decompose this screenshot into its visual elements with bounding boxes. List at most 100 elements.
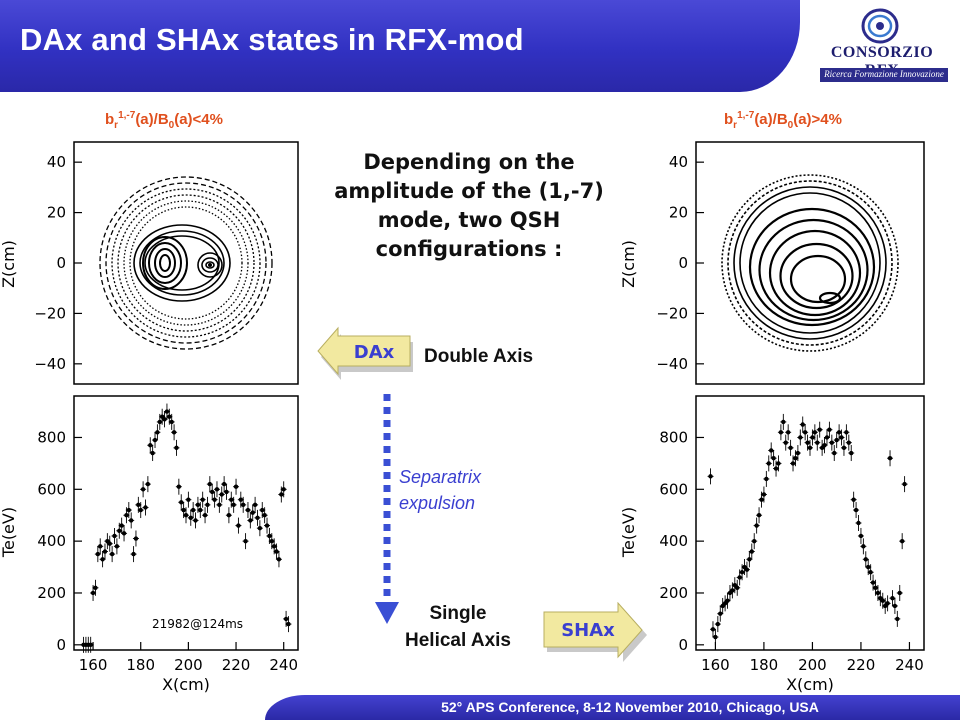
y-tick-label: −40 bbox=[656, 355, 688, 373]
flux-surface bbox=[129, 206, 243, 320]
te-point bbox=[844, 430, 849, 435]
te-point bbox=[193, 518, 198, 523]
single-axis-line-2: Helical Axis bbox=[405, 630, 511, 651]
te-point bbox=[117, 528, 122, 533]
te-point bbox=[212, 497, 217, 502]
te-point bbox=[834, 437, 839, 443]
te-point bbox=[892, 603, 898, 609]
contour-lines bbox=[99, 176, 273, 350]
footer-bar bbox=[265, 695, 960, 720]
te-point bbox=[885, 601, 890, 606]
data-points bbox=[707, 413, 908, 646]
te-point bbox=[224, 489, 229, 495]
te-point bbox=[839, 435, 844, 440]
te-point bbox=[150, 450, 155, 456]
flux-surface bbox=[739, 192, 881, 334]
te-point bbox=[747, 557, 752, 562]
y-tick-label: 40 bbox=[669, 153, 688, 171]
flux-surface bbox=[99, 176, 273, 350]
te-point bbox=[274, 549, 279, 554]
left-contour-plot: 40 20 0 −20 −40 Z(cm) bbox=[0, 141, 299, 385]
te-point bbox=[735, 585, 740, 590]
te-point bbox=[718, 611, 723, 616]
flux-surface bbox=[105, 182, 267, 344]
te-point bbox=[157, 419, 162, 425]
te-point bbox=[771, 456, 776, 461]
right-condition-label: br1,-7(a)/B0(a)>4% bbox=[724, 110, 842, 131]
te-point bbox=[264, 523, 270, 528]
y-tick-label: 800 bbox=[659, 428, 688, 446]
te-point bbox=[873, 585, 878, 590]
te-point bbox=[279, 492, 284, 497]
y-tick-label: 800 bbox=[37, 428, 66, 446]
te-point bbox=[243, 538, 248, 544]
te-point bbox=[870, 580, 876, 585]
te-point bbox=[226, 513, 232, 518]
y-tick-label: 200 bbox=[659, 584, 688, 602]
y-axis-label: Z(cm) bbox=[0, 240, 18, 288]
dax-arrow-label: DAx bbox=[354, 342, 395, 363]
te-point bbox=[179, 500, 184, 505]
logo-tagline-bg bbox=[820, 68, 948, 82]
te-point bbox=[171, 430, 177, 435]
te-point bbox=[136, 502, 141, 508]
plot-frame bbox=[695, 141, 925, 385]
te-point bbox=[858, 533, 864, 539]
island-surface bbox=[159, 254, 171, 272]
flux-surface bbox=[117, 194, 255, 332]
te-point bbox=[221, 481, 227, 487]
flux-surface bbox=[123, 200, 249, 326]
te-point bbox=[233, 484, 239, 489]
te-point bbox=[238, 497, 244, 502]
te-point bbox=[725, 598, 730, 603]
te-point bbox=[186, 497, 191, 502]
te-point bbox=[851, 497, 856, 502]
y-tick-label: 20 bbox=[47, 204, 66, 222]
flux-surface bbox=[768, 229, 862, 317]
flux-surface bbox=[144, 235, 220, 291]
y-tick-label: 40 bbox=[47, 153, 66, 171]
te-point bbox=[832, 450, 837, 456]
y-tick-label: 200 bbox=[37, 584, 66, 602]
te-point bbox=[121, 531, 127, 536]
te-point bbox=[895, 616, 900, 622]
te-point bbox=[768, 448, 774, 453]
single-helical-axis-label: Single Helical Axis bbox=[398, 600, 518, 654]
te-point bbox=[128, 518, 134, 523]
flux-surface bbox=[758, 218, 869, 322]
x-tick-label: 220 bbox=[847, 656, 876, 674]
flux-surface bbox=[139, 230, 225, 296]
single-axis-line-1: Single bbox=[429, 603, 487, 624]
flux-surface bbox=[748, 207, 876, 327]
te-point bbox=[749, 549, 754, 554]
te-point bbox=[262, 513, 267, 518]
te-point bbox=[849, 450, 854, 456]
te-point bbox=[98, 544, 103, 549]
te-point bbox=[138, 507, 143, 513]
te-point bbox=[902, 481, 907, 487]
y-tick-label: 0 bbox=[56, 254, 66, 272]
te-point bbox=[887, 456, 893, 461]
te-point bbox=[856, 520, 861, 526]
te-point bbox=[119, 523, 124, 528]
te-point bbox=[841, 445, 847, 451]
te-point bbox=[93, 585, 98, 590]
x-axis-label: X(cm) bbox=[786, 675, 834, 694]
x-tick-label: 240 bbox=[895, 656, 924, 674]
te-point bbox=[114, 544, 120, 549]
te-point bbox=[781, 419, 786, 425]
x-tick-label: 160 bbox=[79, 656, 108, 674]
te-point bbox=[155, 430, 160, 435]
dax-arrow: DAx bbox=[317, 326, 413, 380]
te-point bbox=[754, 523, 759, 528]
te-point bbox=[176, 484, 182, 489]
te-point bbox=[88, 642, 93, 648]
te-point bbox=[783, 440, 788, 445]
double-axis-label: Double Axis bbox=[424, 346, 534, 367]
te-point bbox=[281, 487, 286, 492]
plot-frame bbox=[695, 395, 925, 651]
te-point bbox=[240, 502, 246, 508]
te-point bbox=[773, 466, 779, 471]
te-point bbox=[713, 634, 718, 640]
te-point bbox=[102, 549, 108, 554]
